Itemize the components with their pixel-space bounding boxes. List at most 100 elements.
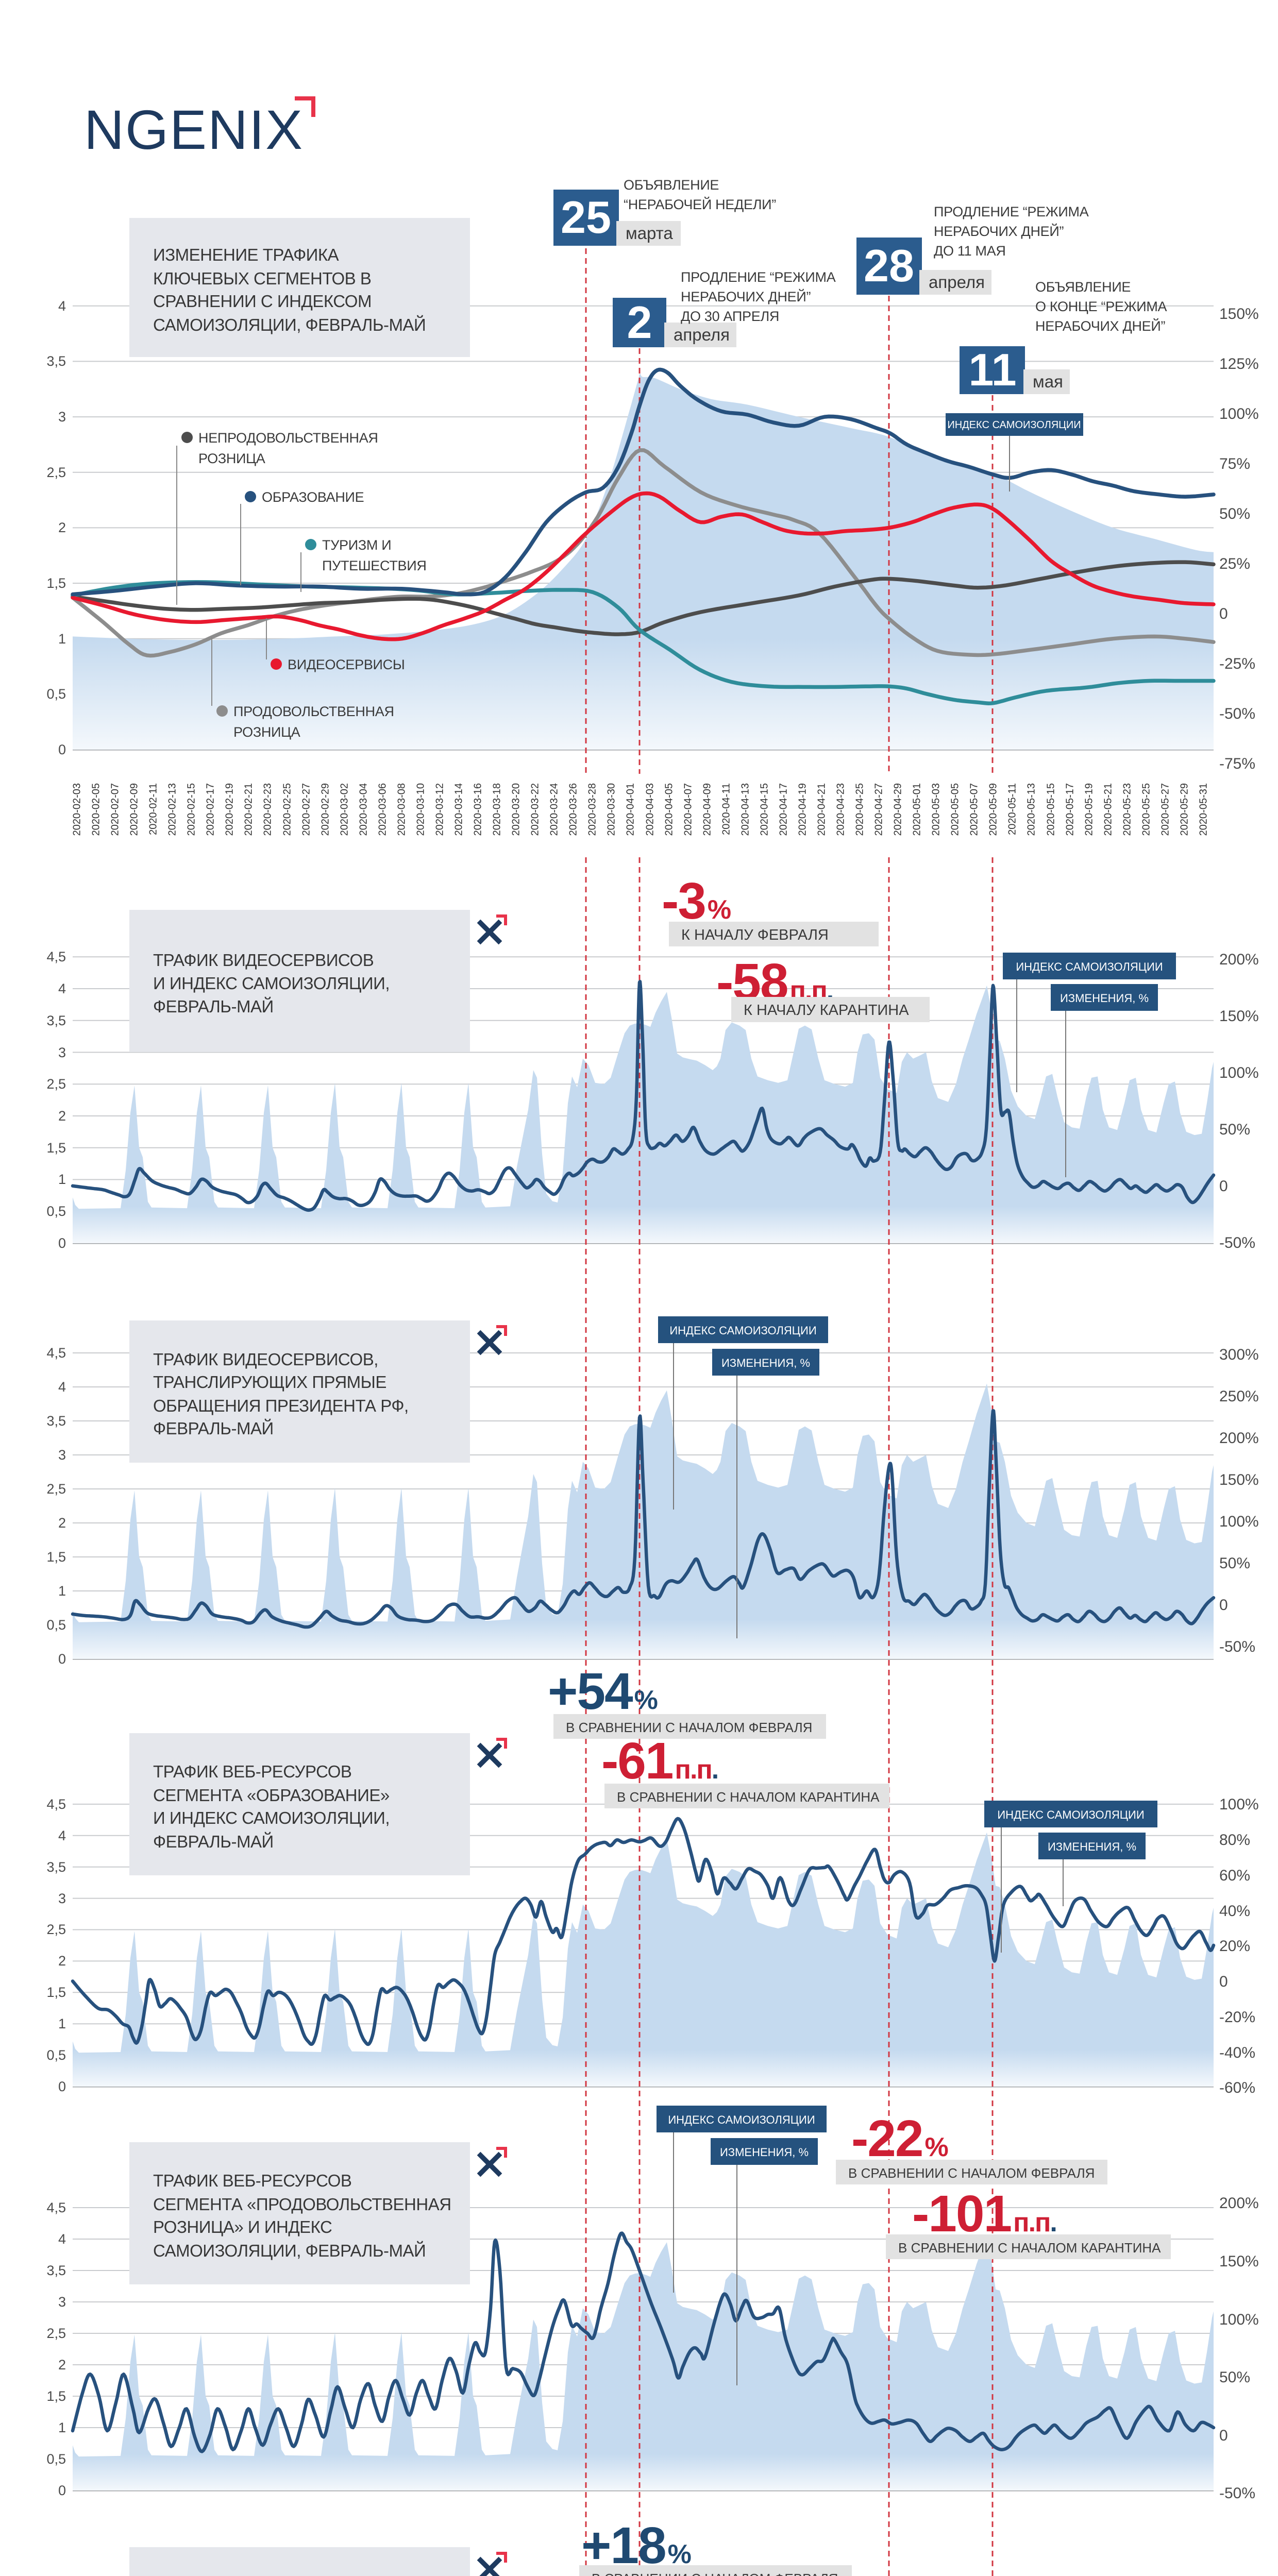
svg-text:50%: 50% bbox=[1219, 505, 1250, 522]
svg-text:2020-03-04: 2020-03-04 bbox=[358, 783, 369, 836]
svg-text:3: 3 bbox=[58, 1447, 66, 1463]
svg-text:-61п.п.: -61п.п. bbox=[601, 1732, 718, 1790]
svg-text:ИЗМЕНЕНИЯ, %: ИЗМЕНЕНИЯ, % bbox=[1048, 1840, 1136, 1853]
svg-text:НЕПРОДОВОЛЬСТВЕННАЯ: НЕПРОДОВОЛЬСТВЕННАЯ bbox=[198, 430, 378, 446]
svg-text:2020-05-29: 2020-05-29 bbox=[1179, 783, 1190, 836]
svg-text:2020-03-12: 2020-03-12 bbox=[434, 783, 445, 836]
svg-text:3,5: 3,5 bbox=[46, 353, 66, 369]
svg-text:0: 0 bbox=[1219, 1973, 1228, 1990]
svg-text:50%: 50% bbox=[1219, 2369, 1250, 2386]
svg-text:250%: 250% bbox=[1219, 1388, 1259, 1405]
svg-text:0: 0 bbox=[58, 1651, 66, 1667]
svg-text:ИЗМЕНЕНИЯ, %: ИЗМЕНЕНИЯ, % bbox=[721, 1357, 810, 1369]
svg-text:ОБЪЯВЛЕНИЕ: ОБЪЯВЛЕНИЕ bbox=[1035, 279, 1131, 295]
svg-text:НЕРАБОЧИХ ДНЕЙ”: НЕРАБОЧИХ ДНЕЙ” bbox=[681, 289, 811, 304]
svg-text:2020-02-03: 2020-02-03 bbox=[71, 783, 82, 836]
svg-text:1: 1 bbox=[58, 1583, 66, 1599]
svg-text:200%: 200% bbox=[1219, 951, 1259, 968]
svg-text:4,5: 4,5 bbox=[46, 1797, 66, 1812]
svg-text:25: 25 bbox=[561, 192, 611, 243]
svg-text:ТРАФИК ВИДЕОСЕРВИСОВ: ТРАФИК ВИДЕОСЕРВИСОВ bbox=[153, 951, 374, 970]
svg-text:2020-02-13: 2020-02-13 bbox=[166, 783, 178, 836]
svg-text:28: 28 bbox=[864, 240, 914, 291]
svg-text:100%: 100% bbox=[1219, 2311, 1259, 2328]
svg-text:0,5: 0,5 bbox=[46, 2451, 66, 2467]
svg-text:200%: 200% bbox=[1219, 2195, 1259, 2212]
svg-text:200%: 200% bbox=[1219, 1430, 1259, 1447]
svg-text:ОБРАЗОВАНИЕ: ОБРАЗОВАНИЕ bbox=[262, 489, 364, 505]
svg-text:2020-04-15: 2020-04-15 bbox=[759, 783, 770, 836]
svg-text:РОЗНИЦА: РОЗНИЦА bbox=[198, 451, 265, 466]
svg-text:ПРОДЛЕНИЕ “РЕЖИМА: ПРОДЛЕНИЕ “РЕЖИМА bbox=[681, 269, 836, 285]
svg-text:В СРАВНЕНИИ С НАЧАЛОМ КАРАНТИН: В СРАВНЕНИИ С НАЧАЛОМ КАРАНТИНА bbox=[898, 2240, 1161, 2256]
svg-text:100%: 100% bbox=[1219, 1513, 1259, 1530]
svg-text:2,5: 2,5 bbox=[46, 1922, 66, 1937]
svg-text:ИЗМЕНЕНИЯ, %: ИЗМЕНЕНИЯ, % bbox=[1060, 992, 1149, 1005]
svg-text:2020-04-13: 2020-04-13 bbox=[739, 783, 751, 836]
svg-text:2,5: 2,5 bbox=[46, 2326, 66, 2341]
svg-text:ФЕВРАЛЬ-МАЙ: ФЕВРАЛЬ-МАЙ bbox=[153, 1419, 274, 1438]
svg-text:0: 0 bbox=[1219, 1597, 1228, 1614]
svg-text:0: 0 bbox=[58, 2079, 66, 2094]
svg-text:-50%: -50% bbox=[1219, 1234, 1255, 1251]
svg-text:2020-02-07: 2020-02-07 bbox=[109, 783, 121, 836]
svg-text:2020-05-25: 2020-05-25 bbox=[1140, 783, 1152, 836]
svg-text:1,5: 1,5 bbox=[46, 1985, 66, 2000]
svg-text:К НАЧАЛУ ФЕВРАЛЯ: К НАЧАЛУ ФЕВРАЛЯ bbox=[681, 927, 829, 943]
svg-text:2020-05-17: 2020-05-17 bbox=[1064, 783, 1075, 836]
svg-text:2020-03-26: 2020-03-26 bbox=[567, 783, 579, 836]
svg-text:1,5: 1,5 bbox=[46, 1140, 66, 1156]
svg-text:-50%: -50% bbox=[1219, 705, 1255, 722]
svg-text:3: 3 bbox=[58, 1891, 66, 1906]
svg-text:ТРАНСЛИРУЮЩИХ ПРЯМЫЕ: ТРАНСЛИРУЮЩИХ ПРЯМЫЕ bbox=[153, 1372, 386, 1392]
svg-text:0: 0 bbox=[58, 2483, 66, 2498]
svg-text:50%: 50% bbox=[1219, 1555, 1250, 1572]
svg-text:4: 4 bbox=[58, 981, 66, 996]
svg-text:0,5: 0,5 bbox=[46, 1617, 66, 1633]
svg-text:2020-04-23: 2020-04-23 bbox=[835, 783, 846, 836]
svg-text:150%: 150% bbox=[1219, 2253, 1259, 2270]
svg-text:В СРАВНЕНИИ С НАЧАЛОМ КАРАНТИН: В СРАВНЕНИИ С НАЧАЛОМ КАРАНТИНА bbox=[617, 1789, 880, 1805]
svg-text:60%: 60% bbox=[1219, 1867, 1250, 1884]
svg-text:2020-04-01: 2020-04-01 bbox=[625, 783, 636, 836]
svg-text:1,5: 1,5 bbox=[46, 575, 66, 591]
svg-text:2020-02-27: 2020-02-27 bbox=[300, 783, 312, 836]
svg-text:-50%: -50% bbox=[1219, 2485, 1255, 2502]
svg-text:0: 0 bbox=[58, 742, 66, 757]
svg-text:2020-02-25: 2020-02-25 bbox=[281, 783, 293, 836]
svg-text:2020-03-24: 2020-03-24 bbox=[548, 783, 560, 836]
svg-text:3,5: 3,5 bbox=[46, 1413, 66, 1429]
svg-text:300%: 300% bbox=[1219, 1346, 1259, 1363]
svg-text:2: 2 bbox=[627, 297, 652, 348]
svg-text:В СРАВНЕНИИ С НАЧАЛОМ ФЕВРАЛЯ: В СРАВНЕНИИ С НАЧАЛОМ ФЕВРАЛЯ bbox=[592, 2571, 838, 2576]
svg-text:ИЗМЕНЕНИЯ, %: ИЗМЕНЕНИЯ, % bbox=[720, 2146, 809, 2159]
svg-text:САМОИЗОЛЯЦИИ, ФЕВРАЛЬ-МАЙ: САМОИЗОЛЯЦИИ, ФЕВРАЛЬ-МАЙ bbox=[153, 2241, 426, 2260]
svg-text:КЛЮЧЕВЫХ СЕГМЕНТОВ В: КЛЮЧЕВЫХ СЕГМЕНТОВ В bbox=[153, 269, 371, 288]
svg-text:ПРОДОВОЛЬСТВЕННАЯ: ПРОДОВОЛЬСТВЕННАЯ bbox=[233, 704, 394, 719]
svg-text:ИНДЕКС САМОИЗОЛЯЦИИ: ИНДЕКС САМОИЗОЛЯЦИИ bbox=[947, 419, 1081, 431]
svg-text:-40%: -40% bbox=[1219, 2044, 1255, 2061]
svg-text:САМОИЗОЛЯЦИИ, ФЕВРАЛЬ-МАЙ: САМОИЗОЛЯЦИИ, ФЕВРАЛЬ-МАЙ bbox=[153, 315, 426, 334]
svg-text:25%: 25% bbox=[1219, 555, 1250, 572]
svg-text:2020-03-02: 2020-03-02 bbox=[339, 783, 350, 836]
svg-text:-50%: -50% bbox=[1219, 1638, 1255, 1655]
svg-text:2020-04-05: 2020-04-05 bbox=[663, 783, 675, 836]
svg-text:2020-05-31: 2020-05-31 bbox=[1198, 783, 1209, 836]
svg-text:ОБРАЩЕНИЯ ПРЕЗИДЕНТА РФ,: ОБРАЩЕНИЯ ПРЕЗИДЕНТА РФ, bbox=[153, 1396, 409, 1415]
svg-text:150%: 150% bbox=[1219, 1471, 1259, 1488]
svg-text:2020-03-28: 2020-03-28 bbox=[586, 783, 598, 836]
svg-text:4,5: 4,5 bbox=[46, 1345, 66, 1361]
svg-text:ПРОДЛЕНИЕ “РЕЖИМА: ПРОДЛЕНИЕ “РЕЖИМА bbox=[934, 204, 1089, 219]
svg-text:1: 1 bbox=[58, 631, 66, 647]
svg-text:К НАЧАЛУ КАРАНТИНА: К НАЧАЛУ КАРАНТИНА bbox=[744, 1002, 909, 1019]
svg-text:И ИНДЕКС САМОИЗОЛЯЦИИ,: И ИНДЕКС САМОИЗОЛЯЦИИ, bbox=[153, 974, 390, 993]
svg-text:2020-04-03: 2020-04-03 bbox=[644, 783, 655, 836]
svg-text:2020-03-22: 2020-03-22 bbox=[529, 783, 541, 836]
svg-text:2020-03-20: 2020-03-20 bbox=[510, 783, 522, 836]
svg-text:2020-05-15: 2020-05-15 bbox=[1045, 783, 1056, 836]
svg-text:0: 0 bbox=[1219, 605, 1228, 622]
svg-text:2020-02-19: 2020-02-19 bbox=[224, 783, 235, 836]
svg-text:2020-03-14: 2020-03-14 bbox=[453, 783, 464, 836]
svg-text:2020-02-21: 2020-02-21 bbox=[243, 783, 254, 836]
svg-text:2020-04-17: 2020-04-17 bbox=[778, 783, 789, 836]
